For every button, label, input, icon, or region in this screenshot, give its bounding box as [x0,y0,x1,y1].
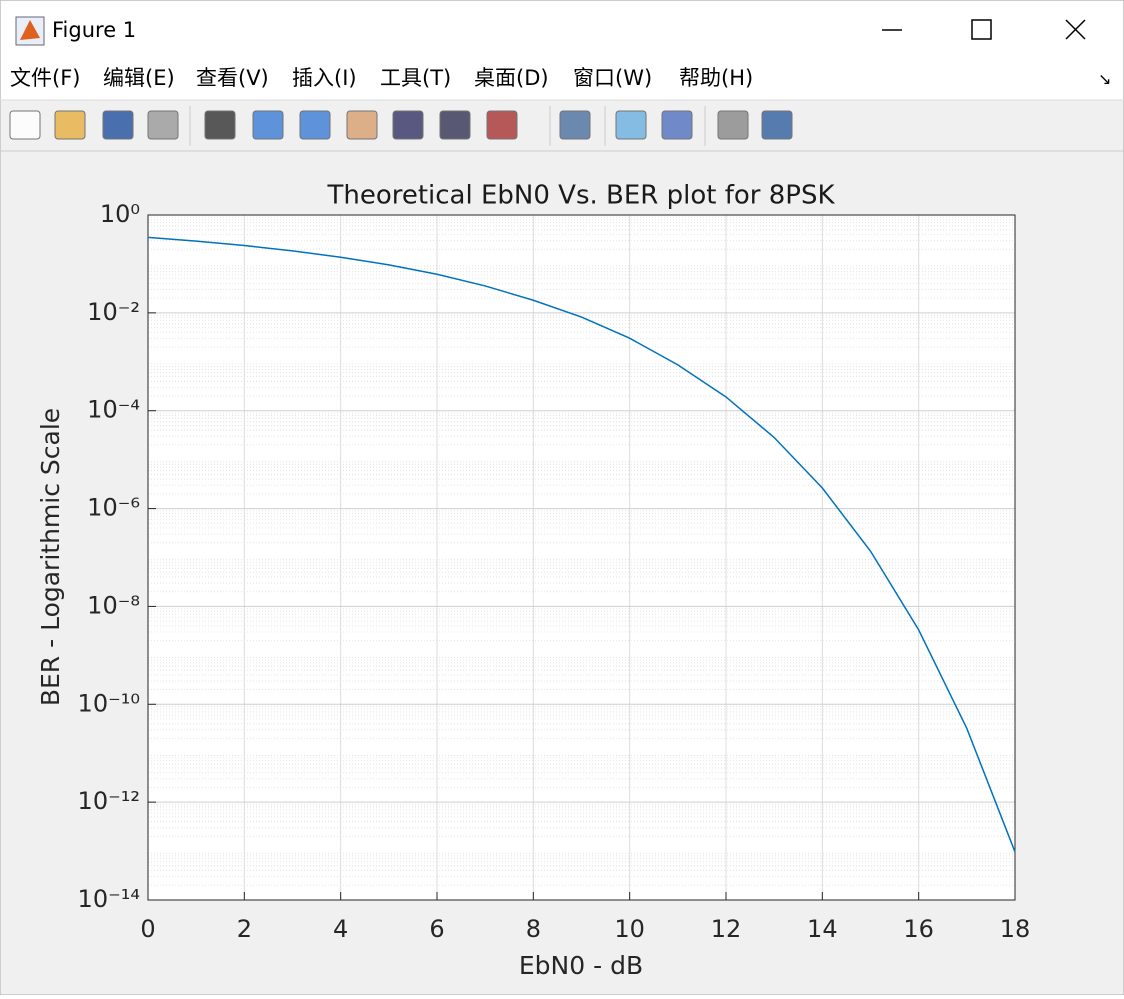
y-axis-label: BER - Logarithmic Scale [36,408,65,706]
y-tick-label: 10⁻⁸ [87,591,140,619]
toolbar [9,106,793,146]
title-menu-background [1,1,1123,100]
menu-item[interactable]: 查看(V) [196,66,269,90]
toolbar-button[interactable] [54,110,86,140]
maximize-button[interactable] [971,19,992,40]
toolbar-button[interactable] [204,110,236,140]
menu-item[interactable]: 插入(I) [292,66,357,90]
toolbar-button[interactable] [615,110,647,140]
y-tick-label: 10⁻⁴ [87,396,140,424]
toolbar-button[interactable] [559,110,591,140]
x-tick-label: 12 [711,915,742,943]
toolbar-button[interactable] [346,110,378,140]
x-tick-label: 16 [903,915,934,943]
x-axis-label: EbN0 - dB [519,951,643,980]
menu-arrow[interactable]: ↘ [1098,70,1111,89]
plot-area [148,215,1015,900]
menu-item[interactable]: 窗口(W) [573,66,652,90]
toolbar-button[interactable] [486,110,518,140]
menu-bar: 文件(F) 编辑(E) 查看(V) 插入(I) 工具(T) 桌面(D) 窗口(W) 帮助(H) [10,66,753,90]
toolbar-button[interactable] [392,110,424,140]
x-tick-label: 2 [237,915,252,943]
plot: 0 2 4 6 8 10 12 14 16 18 10⁰ 10⁻² 10⁻⁴ 10⁻⁶ 10⁻⁸ 10⁻¹⁰ 1… [78,200,1031,943]
toolbar-button[interactable] [102,110,134,140]
x-tick-label: 18 [1000,915,1031,943]
toolbar-button[interactable] [761,110,793,140]
toolbar-button[interactable] [299,110,331,140]
menu-item[interactable]: 工具(T) [380,66,451,90]
data-line [147,236,1016,853]
menu-item[interactable]: 文件(F) [10,66,80,90]
y-tick-label: 10⁻² [87,298,140,326]
x-tick-label: 4 [333,915,348,943]
toolbar-button[interactable] [717,110,749,140]
window-title: Figure 1 [52,18,136,42]
x-tick-label: 0 [140,915,155,943]
close-button[interactable] [1065,19,1086,40]
toolbar-button[interactable] [9,110,41,140]
y-tick-label: 10⁻¹⁴ [78,885,140,913]
toolbar-button[interactable] [439,110,471,140]
y-tick-label: 10⁰ [100,200,140,228]
app-icon-shape [20,20,40,40]
y-tick-label: 10⁻¹⁰ [78,689,140,717]
menu-item[interactable]: 桌面(D) [474,66,549,90]
y-tick-label: 10⁻¹² [78,787,140,815]
x-tick-label: 10 [614,915,645,943]
menu-item[interactable]: 帮助(H) [679,66,753,90]
toolbar-button[interactable] [147,110,179,140]
menu-item[interactable]: 编辑(E) [103,66,175,90]
toolbar-button[interactable] [252,110,284,140]
y-tick-label: 10⁻⁶ [87,494,140,522]
axes-box [147,214,1016,901]
chart-title: Theoretical EbN0 Vs. BER plot for 8PSK [326,181,835,211]
x-tick-label: 8 [526,915,541,943]
toolbar-button[interactable] [661,110,693,140]
x-tick-label: 14 [807,915,838,943]
x-tick-label: 6 [429,915,444,943]
